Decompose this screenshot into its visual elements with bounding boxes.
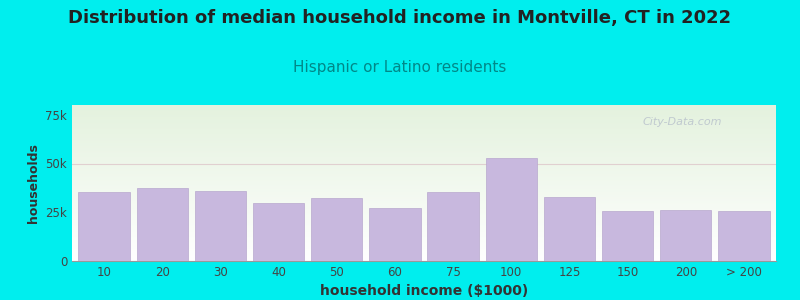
Text: Distribution of median household income in Montville, CT in 2022: Distribution of median household income … [69, 9, 731, 27]
Bar [660, 210, 711, 261]
Y-axis label: households: households [27, 143, 40, 223]
Bar [602, 211, 654, 261]
Bar [427, 192, 478, 261]
Bar [718, 211, 770, 261]
Bar [486, 158, 537, 261]
Bar [253, 202, 304, 261]
Bar [78, 192, 130, 261]
Bar [311, 198, 362, 261]
Bar [137, 188, 188, 261]
X-axis label: household income ($1000): household income ($1000) [320, 284, 528, 298]
Bar [544, 197, 595, 261]
Bar [370, 208, 421, 261]
Bar [194, 191, 246, 261]
Text: Hispanic or Latino residents: Hispanic or Latino residents [294, 60, 506, 75]
Text: City-Data.com: City-Data.com [642, 118, 722, 128]
